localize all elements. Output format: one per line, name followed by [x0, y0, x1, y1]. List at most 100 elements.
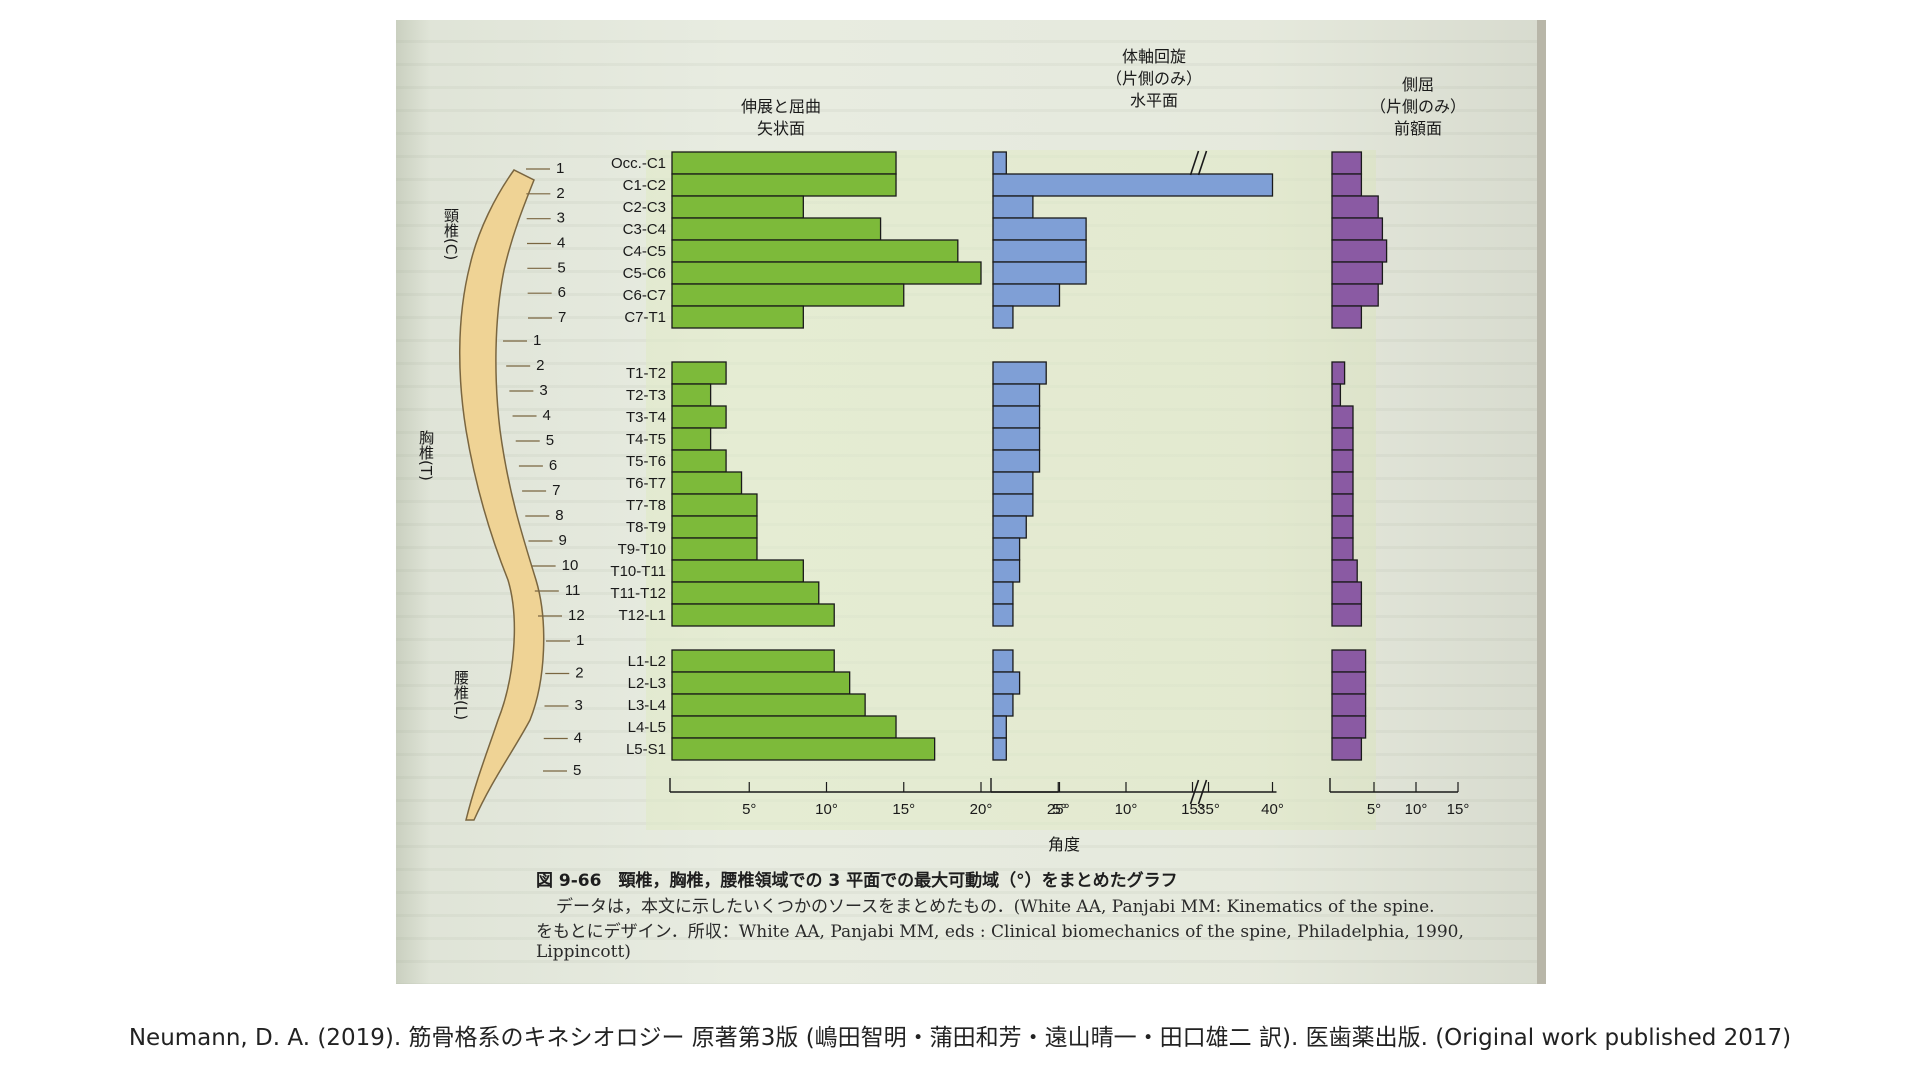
- lumbar-region-label: 腰椎(L): [452, 670, 470, 720]
- bar: [671, 173, 897, 197]
- bar: [992, 217, 1087, 241]
- bar: [671, 671, 851, 695]
- x-tick-label: 20°: [970, 801, 993, 818]
- bar: [992, 405, 1041, 429]
- figure-caption-title: 図 9-66 頸椎，胸椎，腰椎領域での 3 平面での最大可動域（°）をまとめたグ…: [536, 871, 1178, 891]
- bar: [671, 449, 727, 473]
- bar: [992, 361, 1047, 385]
- page-edge-strip: [1537, 20, 1546, 984]
- bar: [1331, 305, 1363, 329]
- bar: [671, 405, 727, 429]
- bar: [992, 559, 1021, 583]
- cervical-vertebra-number: 5: [557, 259, 565, 276]
- bar: [671, 427, 712, 451]
- x-tick-label: 10°: [1405, 801, 1428, 818]
- bar: [671, 217, 882, 241]
- spine-shape: [458, 169, 545, 821]
- axis-break-mark: [1189, 779, 1200, 805]
- panel-title: 伸展と屈曲: [741, 97, 821, 116]
- segment-label: L4-L5: [628, 719, 666, 736]
- cervical-vertebra-number: 2: [556, 185, 564, 202]
- bar: [992, 603, 1014, 627]
- thoracic-vertebra-number: 3: [539, 382, 547, 399]
- bar: [992, 581, 1014, 605]
- bar: [671, 559, 804, 583]
- bar: [671, 737, 936, 761]
- x-tick-label: 15°: [1181, 801, 1204, 818]
- figure-caption-line3: Lippincott): [536, 942, 631, 962]
- thoracic-vertebra-number: 9: [558, 532, 566, 549]
- spine-illustration: 123456712345678910111212345頸椎(C)胸椎(T)腰椎(…: [417, 160, 585, 821]
- bar: [1331, 493, 1354, 517]
- bar: [671, 283, 905, 307]
- cervical-vertebra-number: 3: [557, 210, 565, 227]
- thoracic-region-label: 胸椎(T): [417, 430, 435, 481]
- thoracic-vertebra-number: 2: [536, 357, 544, 374]
- segment-label: T9-T10: [618, 541, 666, 558]
- bar: [992, 239, 1087, 263]
- chart-panel-2: 体軸回旋 （片側のみ） 水平面 5° 10° 15°35° 40°: [990, 47, 1284, 818]
- segment-label: C3-C4: [623, 221, 666, 238]
- thoracic-vertebra-number: 11: [565, 582, 581, 599]
- bar: [1331, 449, 1354, 473]
- x-tick-label: 5°: [742, 801, 756, 818]
- segment-labels: Occ.-C1 C1-C2 C2-C3 C3-C4 C4-C5 C5-C6 C6-C7 C7-…: [610, 155, 666, 758]
- bar: [1331, 283, 1379, 307]
- bar: [992, 283, 1061, 307]
- bar: [1331, 239, 1388, 263]
- x-tick-label: 5°: [1052, 801, 1066, 818]
- bar: [1331, 427, 1354, 451]
- x-tick-label: 10°: [1115, 801, 1138, 818]
- segment-label: L5-S1: [626, 741, 666, 758]
- lumbar-vertebra-number: 5: [573, 762, 581, 779]
- segment-label: T7-T8: [626, 497, 666, 514]
- panel-title: （片側のみ）: [1370, 97, 1466, 116]
- thoracic-vertebra-number: 6: [549, 457, 557, 474]
- bar: [1331, 603, 1363, 627]
- segment-label: L1-L2: [628, 653, 666, 670]
- bar: [992, 305, 1014, 329]
- panel-title: 側屈: [1402, 75, 1434, 94]
- thoracic-vertebra-number: 12: [568, 607, 585, 624]
- bar: [992, 537, 1021, 561]
- bar: [671, 361, 727, 385]
- bar-break-mark: [1197, 150, 1208, 176]
- bar: [1331, 405, 1354, 429]
- cervical-vertebra-number: 1: [556, 160, 564, 177]
- cervical-vertebra-number: 6: [558, 284, 566, 301]
- bar: [992, 671, 1021, 695]
- bar: [1331, 515, 1354, 539]
- bar: [671, 603, 835, 627]
- thoracic-vertebra-number: 10: [562, 557, 579, 574]
- bar: [671, 261, 982, 285]
- page-binding-shadow: [396, 20, 430, 984]
- bar: [992, 693, 1014, 717]
- thoracic-vertebra-number: 1: [533, 332, 541, 349]
- bar: [671, 195, 804, 219]
- bar: [1331, 361, 1346, 385]
- panel-title: 体軸回旋: [1122, 47, 1186, 66]
- bar: [992, 383, 1041, 407]
- bar: [1331, 581, 1363, 605]
- bar: [1331, 383, 1342, 407]
- bar: [1331, 671, 1367, 695]
- bar: [671, 383, 712, 407]
- bar: [992, 737, 1007, 761]
- textbook-photo: 1 2 3 4 5 6 7 1 2 3 4 5 6 7 8 9 10 11 12 1 2 3 4 5 頸椎(C) 胸椎(T) 腰椎(…: [396, 20, 1546, 984]
- figure-caption-line1: データは，本文に示したいくつかのソースをまとめたもの．(White AA, Pa…: [556, 897, 1435, 917]
- chart-panel-3: 側屈 （片側のみ） 前額面 5° 10° 15°: [1329, 75, 1469, 818]
- bar: [1331, 173, 1363, 197]
- bar-break-mark: [1189, 150, 1200, 176]
- segment-label: L2-L3: [628, 675, 666, 692]
- bar: [1331, 261, 1384, 285]
- panel-title: 水平面: [1130, 91, 1178, 110]
- bar: [1331, 151, 1363, 175]
- rom-chart: 123456712345678910111212345頸椎(C)胸椎(T)腰椎(…: [417, 47, 1469, 854]
- thoracic-vertebra-number: 4: [543, 407, 551, 424]
- figure-caption-line2: をもとにデザイン．所収：White AA, Panjabi MM, eds : …: [536, 922, 1464, 942]
- segment-label: C1-C2: [623, 177, 666, 194]
- segment-label: C7-T1: [624, 309, 666, 326]
- x-tick-label: 15°: [892, 801, 915, 818]
- segment-label: C4-C5: [623, 243, 666, 260]
